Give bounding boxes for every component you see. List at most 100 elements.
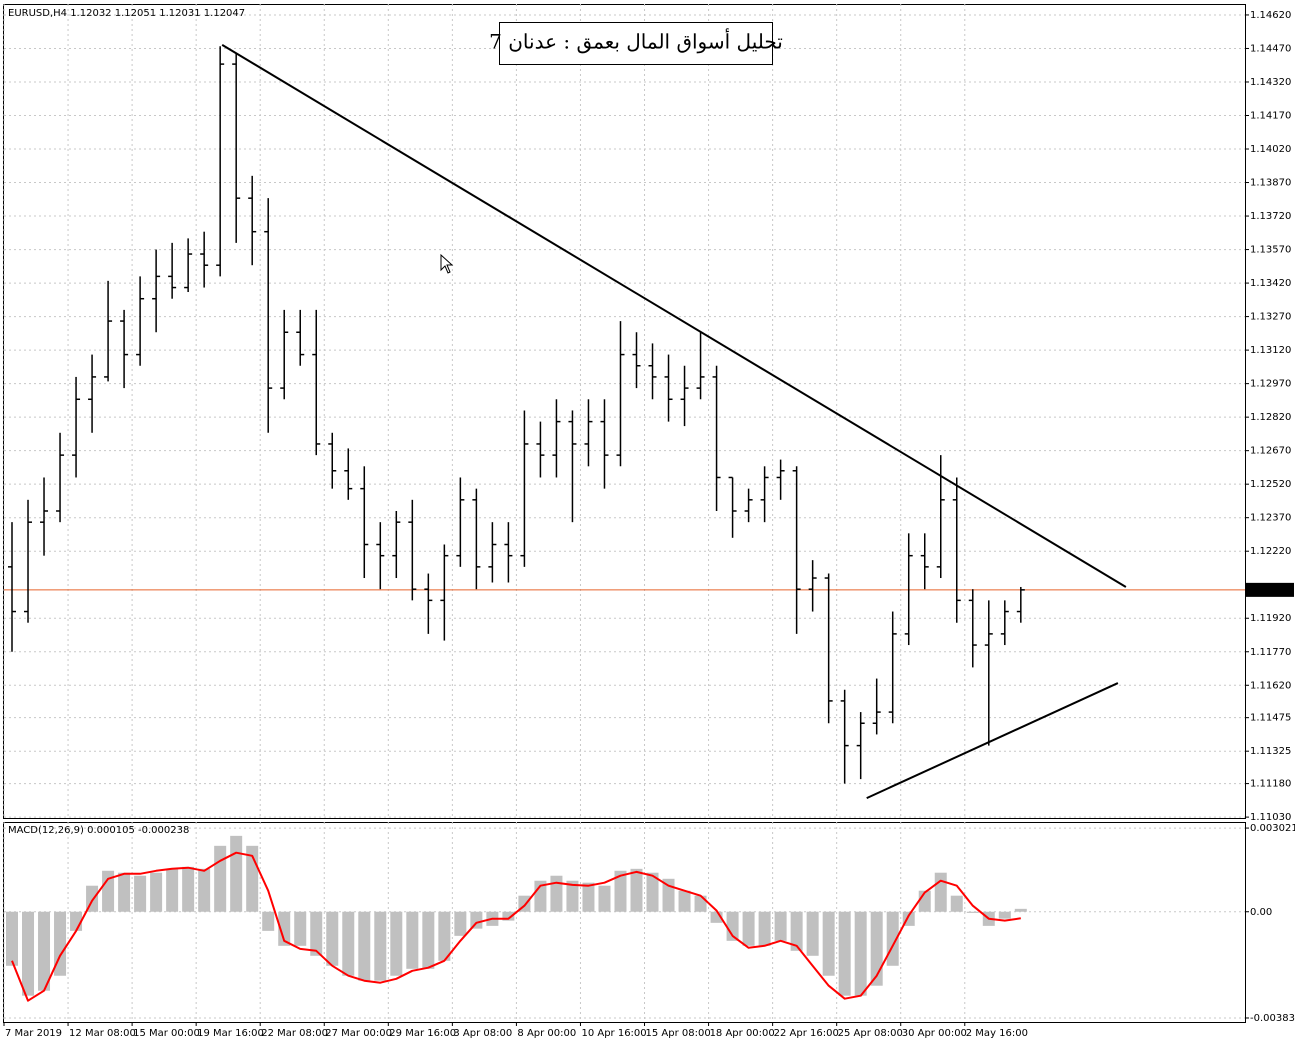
- x-tick-label: 19 Mar 16:00: [197, 1028, 264, 1039]
- histogram-bar: [54, 911, 67, 976]
- y-tick-label: 0.00: [1250, 907, 1272, 918]
- x-tick-label: 30 Apr 00:00: [902, 1028, 967, 1039]
- annotation-box: [499, 22, 773, 65]
- histogram-bar: [390, 911, 403, 976]
- x-tick-label: 12 Mar 08:00: [69, 1028, 136, 1039]
- price-panel-frame: [3, 4, 1246, 819]
- histogram-bar: [822, 911, 835, 976]
- histogram-bar: [118, 872, 131, 912]
- histogram-bar: [774, 911, 787, 941]
- histogram-bar: [454, 911, 467, 936]
- histogram-bar: [630, 868, 643, 912]
- x-tick-label: 22 Apr 16:00: [774, 1028, 839, 1039]
- histogram-bar: [214, 845, 227, 912]
- histogram-bar: [6, 911, 18, 966]
- y-tick-label: 1.13870: [1250, 178, 1291, 189]
- current-price-label: 1.12047: [1249, 585, 1290, 596]
- y-tick-label: 1.12370: [1250, 513, 1291, 524]
- trendline: [221, 44, 1127, 588]
- histogram-bar: [166, 868, 179, 912]
- histogram-bar: [678, 890, 691, 912]
- histogram-bar: [22, 911, 35, 996]
- chart-layer: 1.14620 1.14470 1.14320 1.14170 1.14020 1.138…: [3, 4, 1295, 1039]
- mouse-cursor: [440, 253, 454, 274]
- histogram-bar: [374, 911, 387, 981]
- histogram-bar: [870, 911, 883, 986]
- y-tick-label: 1.11180: [1250, 779, 1291, 790]
- histogram-bar: [278, 911, 291, 946]
- current-price-box: [1246, 582, 1294, 597]
- y-tick-label: 1.14620: [1250, 10, 1291, 21]
- histogram-bar: [406, 911, 419, 969]
- price-panel-title: EURUSD,H4 1.12032 1.12051 1.12031 1.1204…: [8, 8, 245, 19]
- macd-panel-title: MACD(12,26,9) 0.000105 -0.000238: [8, 825, 189, 836]
- histogram-bar: [950, 895, 963, 912]
- x-tick-label: 3 Apr 08:00: [453, 1028, 512, 1039]
- histogram-bar: [102, 870, 115, 912]
- histogram-bar: [294, 911, 307, 946]
- y-tick-label: 1.11475: [1250, 713, 1291, 724]
- histogram-bar: [422, 911, 435, 969]
- x-tick-label: 2 May 16:00: [966, 1028, 1028, 1039]
- histogram-bar: [326, 911, 339, 966]
- histogram-bar: [854, 911, 867, 996]
- y-tick-label: 1.12670: [1250, 446, 1291, 457]
- histogram-bar: [230, 835, 243, 912]
- x-tick-label: 15 Mar 00:00: [133, 1028, 200, 1039]
- y-tick-label: 1.11325: [1250, 746, 1291, 757]
- histogram-bar: [582, 882, 595, 912]
- y-tick-label: 0.003021: [1250, 823, 1295, 834]
- trendline: [866, 682, 1119, 800]
- y-tick-label: 1.11920: [1250, 613, 1291, 624]
- y-tick-label: 1.11620: [1250, 680, 1291, 691]
- histogram-bar: [934, 872, 947, 912]
- y-tick-label: 1.13570: [1250, 245, 1291, 256]
- histogram-bar: [358, 911, 371, 981]
- y-tick-label: 1.12520: [1250, 479, 1291, 490]
- histogram-bar: [566, 880, 579, 912]
- y-tick-label: 1.13120: [1250, 345, 1291, 356]
- y-tick-label: 1.12820: [1250, 412, 1291, 423]
- y-tick-label: 1.14470: [1250, 43, 1291, 54]
- x-tick-label: 10 Apr 16:00: [581, 1028, 646, 1039]
- x-tick-label: 7 Mar 2019: [5, 1028, 62, 1039]
- histogram-bar: [726, 911, 739, 941]
- x-tick-label: 18 Apr 00:00: [710, 1028, 775, 1039]
- x-tick-label: 22 Mar 08:00: [261, 1028, 328, 1039]
- histogram-bar: [966, 911, 979, 913]
- histogram-bar: [1014, 908, 1027, 912]
- histogram-bar: [710, 911, 723, 923]
- y-tick-label: 1.14320: [1250, 77, 1291, 88]
- histogram-bar: [38, 911, 51, 991]
- y-tick-label: 1.11770: [1250, 647, 1291, 658]
- histogram-bar: [182, 866, 195, 912]
- x-tick-label: 15 Apr 08:00: [646, 1028, 711, 1039]
- histogram-bar: [790, 911, 803, 951]
- y-tick-label: 1.13420: [1250, 278, 1291, 289]
- histogram-bar: [742, 911, 755, 946]
- y-tick-label: 1.14170: [1250, 110, 1291, 121]
- histogram-bar: [150, 872, 163, 912]
- histogram-bar: [550, 875, 563, 912]
- x-tick-label: 8 Apr 00:00: [517, 1028, 576, 1039]
- histogram-bar: [998, 911, 1011, 919]
- histogram-bar: [310, 911, 323, 956]
- histogram-bar: [342, 911, 355, 976]
- y-tick-label: 1.12220: [1250, 546, 1291, 557]
- y-tick-label: 1.11030: [1250, 812, 1291, 823]
- y-tick-label: 1.14020: [1250, 144, 1291, 155]
- annotation: تحليل أسواق المال بعمق : عدنان 7: [489, 28, 783, 54]
- signal-line: [11, 851, 1021, 1002]
- y-tick-label: -0.003835: [1250, 1013, 1295, 1024]
- histogram-bar: [502, 911, 515, 921]
- histogram-bar: [758, 911, 771, 946]
- histogram-bar: [470, 911, 483, 929]
- histogram-bar: [134, 875, 147, 912]
- x-tick-label: 25 Apr 08:00: [838, 1028, 903, 1039]
- histogram-bar: [646, 872, 659, 912]
- histogram-bar: [438, 911, 451, 961]
- histogram-bar: [694, 895, 707, 912]
- histogram-bar: [614, 870, 627, 912]
- histogram-bar: [198, 868, 211, 912]
